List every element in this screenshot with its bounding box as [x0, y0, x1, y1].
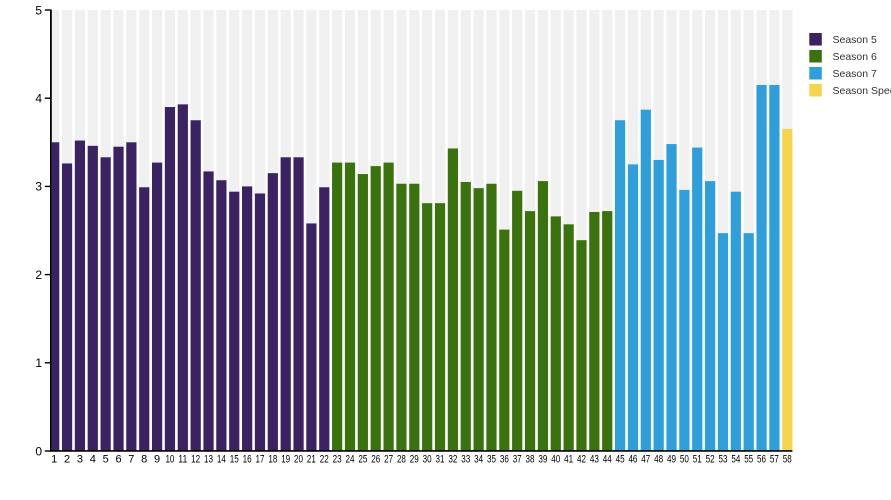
svg-text:16: 16 [243, 453, 252, 465]
svg-text:40: 40 [551, 453, 560, 465]
svg-text:37: 37 [513, 453, 522, 465]
svg-text:8: 8 [141, 453, 147, 465]
svg-text:33: 33 [461, 453, 470, 465]
svg-text:38: 38 [526, 453, 535, 465]
svg-text:Season Specials: Season Specials [833, 85, 891, 97]
svg-text:17: 17 [255, 453, 264, 465]
svg-text:10: 10 [165, 453, 174, 465]
svg-text:2: 2 [64, 453, 70, 465]
svg-text:54: 54 [731, 453, 740, 465]
svg-text:22: 22 [320, 453, 329, 465]
svg-text:42: 42 [577, 453, 586, 465]
svg-text:47: 47 [641, 453, 650, 465]
svg-text:3: 3 [77, 453, 83, 465]
svg-text:4: 4 [35, 92, 42, 106]
svg-text:20: 20 [294, 453, 303, 465]
svg-text:18: 18 [268, 453, 277, 465]
svg-text:49: 49 [667, 453, 676, 465]
svg-text:45: 45 [616, 453, 625, 465]
svg-text:29: 29 [410, 453, 419, 465]
svg-text:7: 7 [128, 453, 134, 465]
svg-text:43: 43 [590, 453, 599, 465]
svg-text:9: 9 [154, 453, 160, 465]
svg-text:1: 1 [51, 453, 57, 465]
svg-text:26: 26 [371, 453, 380, 465]
svg-text:24: 24 [346, 453, 355, 465]
svg-text:3: 3 [35, 180, 42, 194]
svg-text:Season 6: Season 6 [833, 51, 878, 63]
svg-text:34: 34 [474, 453, 483, 465]
svg-text:58: 58 [783, 453, 792, 465]
svg-text:39: 39 [538, 453, 547, 465]
svg-text:Season 7: Season 7 [833, 68, 878, 80]
svg-text:52: 52 [706, 453, 715, 465]
svg-text:0: 0 [35, 444, 42, 458]
svg-text:Season 5: Season 5 [833, 34, 878, 46]
svg-text:1: 1 [35, 356, 42, 370]
svg-text:27: 27 [384, 453, 393, 465]
svg-text:44: 44 [603, 453, 612, 465]
svg-text:57: 57 [770, 453, 779, 465]
svg-text:35: 35 [487, 453, 496, 465]
svg-text:28: 28 [397, 453, 406, 465]
svg-text:13: 13 [204, 453, 213, 465]
svg-text:11: 11 [178, 453, 187, 465]
svg-text:5: 5 [35, 3, 42, 17]
svg-text:14: 14 [217, 453, 226, 465]
svg-text:5: 5 [103, 453, 109, 465]
svg-text:19: 19 [281, 453, 290, 465]
svg-text:12: 12 [191, 453, 200, 465]
svg-text:2: 2 [35, 268, 42, 282]
svg-text:31: 31 [436, 453, 445, 465]
svg-text:32: 32 [448, 453, 457, 465]
svg-text:50: 50 [680, 453, 689, 465]
svg-text:21: 21 [307, 453, 316, 465]
svg-text:6: 6 [115, 453, 121, 465]
svg-text:48: 48 [654, 453, 663, 465]
svg-text:53: 53 [718, 453, 727, 465]
svg-text:46: 46 [628, 453, 637, 465]
svg-text:23: 23 [333, 453, 342, 465]
svg-text:36: 36 [500, 453, 509, 465]
svg-text:4: 4 [90, 453, 96, 465]
svg-text:56: 56 [757, 453, 766, 465]
svg-text:55: 55 [744, 453, 753, 465]
svg-text:25: 25 [358, 453, 367, 465]
svg-text:30: 30 [423, 453, 432, 465]
svg-text:41: 41 [564, 453, 573, 465]
svg-text:51: 51 [693, 453, 702, 465]
svg-text:15: 15 [230, 453, 239, 465]
